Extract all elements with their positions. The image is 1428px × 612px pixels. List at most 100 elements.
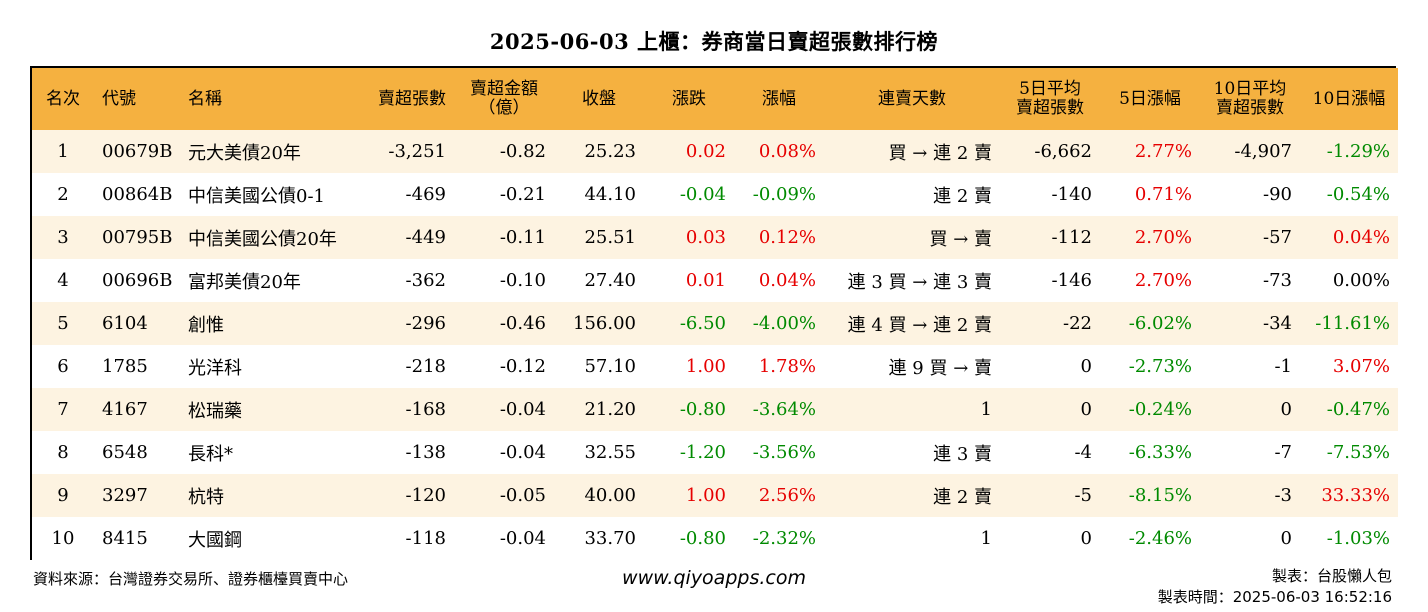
cell-pct10: -1.29% <box>1326 141 1390 162</box>
table-row: 8 6548 長科* -138 -0.04 32.55 -1.20 -3.56% 連 3 賣 -4… <box>32 431 1398 474</box>
cell-avg10: -4,907 <box>1234 141 1292 162</box>
cell-avg5: 0 <box>1080 528 1092 549</box>
cell-sell-amount: -0.46 <box>499 313 546 334</box>
cell-name: 光洋科 <box>188 357 242 379</box>
cell-pct5: -0.24% <box>1128 399 1192 420</box>
cell-pct5: 2.70% <box>1134 270 1192 291</box>
cell-streak: 買 → 賣 <box>929 228 992 250</box>
cell-sell-lots: -469 <box>405 184 446 205</box>
cell-name: 大國鋼 <box>188 529 242 551</box>
maker-label: 製表：台股懶人包 <box>1271 567 1392 585</box>
table-header-row: 名次 代號 名稱 賣超張數 賣超金額 （億） 收盤 漲跌 漲幅 連賣天數 5日平… <box>32 68 1398 130</box>
cell-pct10: 3.07% <box>1332 356 1390 377</box>
cell-close: 32.55 <box>584 442 636 463</box>
cell-sell-lots: -138 <box>405 442 446 463</box>
data-source: 資料來源：台灣證券交易所、證券櫃檯買賣中心 <box>33 570 349 588</box>
footer-credits: 製表：台股懶人包 製表時間：2025-06-03 16:52:16 <box>1158 566 1392 608</box>
cell-avg5: -22 <box>1063 313 1092 334</box>
made-time: 製表時間：2025-06-03 16:52:16 <box>1157 588 1392 606</box>
cell-sell-lots: -296 <box>405 313 446 334</box>
cell-avg10: -57 <box>1263 227 1292 248</box>
cell-streak: 連 2 賣 <box>933 486 992 508</box>
cell-pct10: 0.04% <box>1332 227 1390 248</box>
cell-close: 21.20 <box>584 399 636 420</box>
cell-streak: 連 4 買 → 連 2 賣 <box>847 314 992 336</box>
cell-pct: 1.78% <box>758 356 816 377</box>
cell-avg5: -146 <box>1051 270 1092 291</box>
cell-avg5: -4 <box>1074 442 1092 463</box>
cell-avg5: -112 <box>1051 227 1092 248</box>
cell-code: 6104 <box>102 313 148 334</box>
cell-code: 3297 <box>102 485 148 506</box>
cell-pct5: 0.71% <box>1134 184 1192 205</box>
cell-change: 0.02 <box>685 141 726 162</box>
cell-sell-amount: -0.21 <box>499 184 546 205</box>
header-rank: 名次 <box>46 88 80 109</box>
table-row: 7 4167 松瑞藥 -168 -0.04 21.20 -0.80 -3.64% 1 0 -0.24… <box>32 388 1398 431</box>
cell-rank: 2 <box>57 184 69 205</box>
cell-close: 40.00 <box>584 485 636 506</box>
cell-change: 1.00 <box>685 356 726 377</box>
cell-rank: 6 <box>57 356 69 377</box>
cell-sell-lots: -449 <box>405 227 446 248</box>
cell-avg10: -90 <box>1263 184 1292 205</box>
cell-streak: 連 2 賣 <box>933 185 992 207</box>
table-row: 9 3297 杭特 -120 -0.05 40.00 1.00 2.56% 連 2 賣 -5 -8.… <box>32 474 1398 517</box>
cell-pct10: -0.54% <box>1326 184 1390 205</box>
cell-sell-amount: -0.04 <box>499 399 546 420</box>
table-row: 1 00679B 元大美債20年 -3,251 -0.82 25.23 0.02 0.08% 買… <box>32 130 1398 173</box>
cell-avg10: 0 <box>1280 399 1292 420</box>
cell-name: 松瑞藥 <box>188 400 242 422</box>
header-change: 漲跌 <box>672 88 706 109</box>
website-link[interactable]: www.qiyoapps.com <box>622 567 806 589</box>
cell-streak: 連 3 賣 <box>933 443 992 465</box>
cell-sell-amount: -0.82 <box>499 141 546 162</box>
cell-avg10: -3 <box>1274 485 1292 506</box>
header-pct: 漲幅 <box>762 88 796 109</box>
header-avg10: 10日平均 賣超張數 <box>1200 68 1300 130</box>
header-sell-lots: 賣超張數 <box>378 88 446 109</box>
cell-pct: -4.00% <box>752 313 816 334</box>
cell-avg5: -140 <box>1051 184 1092 205</box>
cell-pct5: -8.15% <box>1128 485 1192 506</box>
cell-code: 1785 <box>102 356 148 377</box>
header-pct10: 10日漲幅 <box>1312 88 1386 109</box>
cell-avg10: -1 <box>1274 356 1292 377</box>
cell-pct5: -2.73% <box>1128 356 1192 377</box>
cell-change: 1.00 <box>685 485 726 506</box>
cell-pct: -0.09% <box>752 184 816 205</box>
cell-pct: -3.64% <box>752 399 816 420</box>
cell-close: 44.10 <box>584 184 636 205</box>
cell-code: 8415 <box>102 528 148 549</box>
cell-rank: 9 <box>57 485 69 506</box>
header-pct5: 5日漲幅 <box>1119 88 1181 109</box>
cell-name: 長科* <box>188 443 233 465</box>
cell-change: 0.01 <box>685 270 726 291</box>
cell-avg5: 0 <box>1080 356 1092 377</box>
cell-avg5: 0 <box>1080 399 1092 420</box>
header-avg10-line1: 10日平均 <box>1213 79 1287 99</box>
cell-pct: -3.56% <box>752 442 816 463</box>
cell-streak: 連 3 買 → 連 3 賣 <box>847 271 992 293</box>
cell-pct5: -6.33% <box>1128 442 1192 463</box>
cell-pct5: 2.77% <box>1134 141 1192 162</box>
cell-pct10: 0.00% <box>1332 270 1390 291</box>
header-avg5-line2: 賣超張數 <box>1016 98 1084 118</box>
cell-close: 57.10 <box>584 356 636 377</box>
cell-change: -0.80 <box>679 528 726 549</box>
ranking-table: 名次 代號 名稱 賣超張數 賣超金額 （億） 收盤 漲跌 漲幅 連賣天數 5日平… <box>30 66 1398 560</box>
header-avg5-line1: 5日平均 <box>1019 79 1081 99</box>
cell-rank: 3 <box>57 227 69 248</box>
cell-code: 00864B <box>102 184 173 205</box>
cell-sell-amount: -0.12 <box>499 356 546 377</box>
table-row: 6 1785 光洋科 -218 -0.12 57.10 1.00 1.78% 連 9 買 → 賣… <box>32 345 1398 388</box>
cell-pct10: -1.03% <box>1326 528 1390 549</box>
cell-sell-lots: -168 <box>405 399 446 420</box>
cell-change: -1.20 <box>679 442 726 463</box>
cell-avg10: 0 <box>1280 528 1292 549</box>
cell-code: 4167 <box>102 399 148 420</box>
header-name: 名稱 <box>188 88 222 109</box>
cell-name: 中信美國公債20年 <box>188 228 337 250</box>
cell-streak: 1 <box>980 528 992 549</box>
header-sell-amount: 賣超金額 （億） <box>454 68 554 130</box>
